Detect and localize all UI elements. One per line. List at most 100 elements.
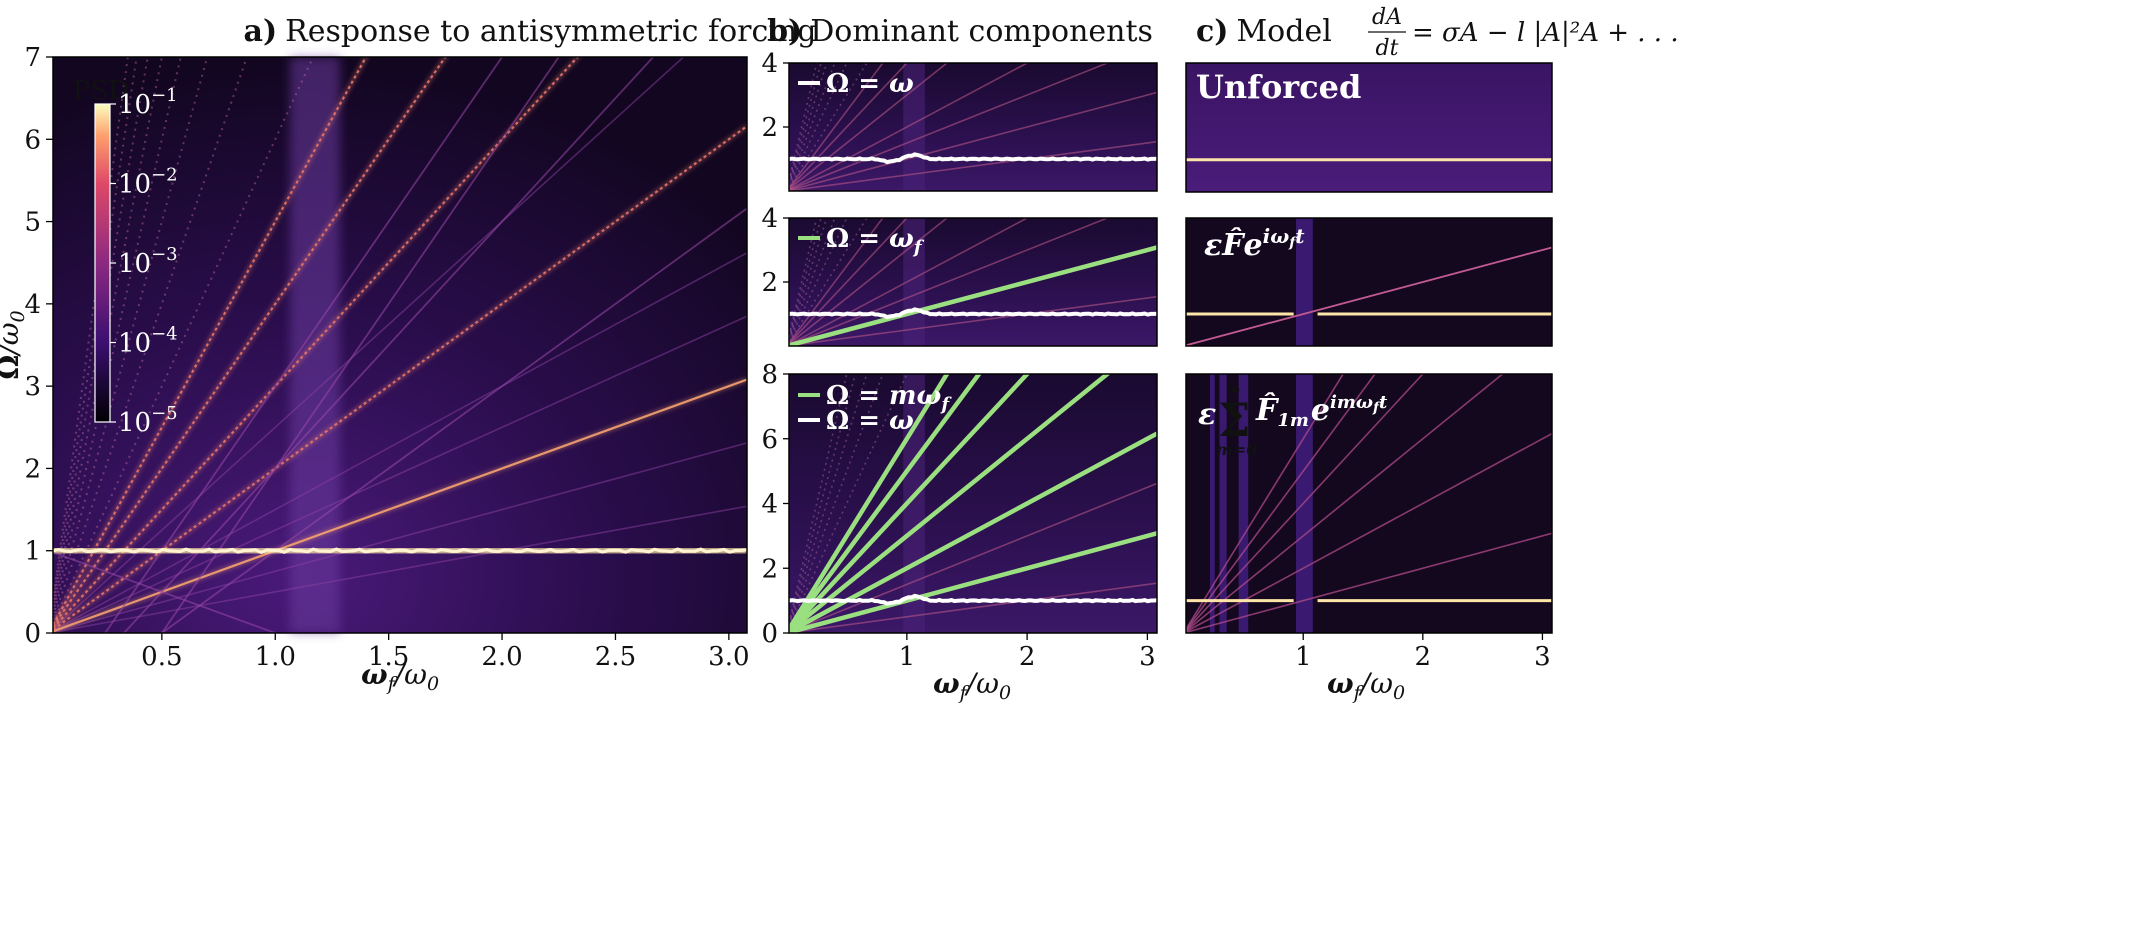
y-tick-label: 4 bbox=[24, 290, 41, 320]
y-tick-label: 6 bbox=[24, 125, 41, 155]
panel-b2-legend-label: Ω = ωf bbox=[826, 224, 925, 258]
panel-a-title-prefix: a) bbox=[244, 14, 278, 49]
x-tick-label: 2.5 bbox=[595, 642, 636, 672]
panel-a-marks bbox=[53, 57, 747, 633]
panel-b-x-ticks: 1 2 3 bbox=[899, 633, 1156, 672]
forcing-line bbox=[1186, 246, 1552, 346]
panel-c2-marks bbox=[1186, 218, 1552, 346]
colorbar-label: PSD bbox=[73, 76, 129, 106]
x-tick-label: 3 bbox=[1534, 642, 1551, 672]
single-forcing-label: εF̂eiωft bbox=[1204, 224, 1305, 263]
y-tick-label: 4 bbox=[761, 490, 778, 520]
multi-forcing-label: ε Σ ∞ m=0 F̂1meimωft bbox=[1198, 379, 1388, 459]
y-tick-label: 3 bbox=[24, 372, 41, 402]
background-harmonic-line bbox=[789, 91, 1157, 191]
harmonic-line bbox=[53, 125, 747, 631]
harmonic-line bbox=[1186, 374, 1424, 631]
colorbar: PSD 10−1 10−2 10−3 10−4 10−5 bbox=[73, 76, 178, 438]
x-tick-label: 0.5 bbox=[141, 642, 182, 672]
x-tick-label: 2.0 bbox=[481, 642, 522, 672]
harmonic-line-glow bbox=[53, 57, 448, 628]
panel-c-xlabel: ωf/ω0 bbox=[1327, 667, 1405, 704]
background-harmonic-line bbox=[789, 218, 884, 344]
faint-harmonic-line bbox=[53, 505, 747, 633]
panel-c3-frame bbox=[1185, 373, 1553, 634]
y-tick-label: 0 bbox=[761, 619, 778, 649]
background-harmonic-line bbox=[789, 63, 1110, 191]
panel-b-xlabel: ωf/ω0 bbox=[933, 667, 1011, 704]
background-harmonic-line bbox=[789, 218, 1110, 346]
green-harmonic-line bbox=[789, 374, 982, 632]
background-harmonic-line bbox=[789, 482, 1157, 633]
combination-tone-line bbox=[104, 57, 504, 633]
background-harmonic-line bbox=[789, 295, 1157, 346]
harmonic-line bbox=[1186, 374, 1504, 632]
panel-c-x-ticks: 1 2 3 bbox=[1295, 633, 1551, 672]
white-natural-frequency-line bbox=[789, 152, 1157, 165]
panel-b-title-prefix: b) bbox=[767, 14, 802, 49]
panel-c-title-prefix: c) bbox=[1196, 14, 1228, 49]
panel-b1-background bbox=[789, 63, 1157, 191]
green-harmonic-line bbox=[789, 374, 1031, 632]
x-tick-label: 1 bbox=[899, 642, 916, 672]
lock-in-band bbox=[1209, 374, 1215, 633]
green-harmonic-line bbox=[789, 531, 1157, 633]
panel-b-y-ticks: 2 4 2 4 0 2 4 6 8 bbox=[761, 49, 789, 649]
background-harmonic-line bbox=[789, 218, 949, 345]
y-tick-label: 2 bbox=[761, 268, 778, 298]
y-tick-label: 1 bbox=[24, 537, 41, 567]
multi-forcing-epsilon: ε bbox=[1198, 397, 1216, 432]
harmonic-line bbox=[53, 57, 580, 629]
panel-c2-background bbox=[1186, 218, 1552, 346]
background-harmonic-line bbox=[789, 63, 949, 190]
panel-b1-marks bbox=[789, 63, 1157, 191]
faint-harmonic-line bbox=[53, 252, 747, 632]
panel-b1-legend-label: Ω = ω bbox=[826, 69, 914, 99]
faint-harmonic-line bbox=[53, 442, 747, 633]
equation-numerator: dA bbox=[1372, 5, 1402, 30]
y-tick-label: 2 bbox=[761, 554, 778, 584]
faint-harmonic-line bbox=[53, 315, 747, 632]
harmonic-line bbox=[1186, 432, 1552, 633]
background-harmonic-line bbox=[789, 140, 1157, 191]
colorbar-tick-label: 10−3 bbox=[118, 244, 178, 279]
panel-c2-frame bbox=[1185, 217, 1553, 347]
combination-tone-line bbox=[122, 57, 655, 633]
panel-b2-background bbox=[789, 218, 1157, 346]
background-harmonic-line bbox=[789, 63, 908, 189]
sum-upper: ∞ bbox=[1226, 379, 1241, 400]
harmonic-line bbox=[1186, 374, 1376, 631]
panel-c3-marks bbox=[1186, 374, 1552, 633]
dotted-harmonic-line bbox=[53, 57, 209, 617]
colorbar-tick-label: 10−4 bbox=[118, 324, 178, 359]
panel-b3-background bbox=[789, 374, 1157, 633]
panel-a-ylabel: Ω/ω0 bbox=[0, 310, 29, 379]
background-dotted-line bbox=[789, 374, 908, 629]
multi-forcing-term: F̂1meimωft bbox=[1255, 392, 1388, 431]
panel-a-title-text: Response to antisymmetric forcing bbox=[285, 14, 816, 49]
equation-denominator: dt bbox=[1376, 36, 1399, 61]
x-tick-label: 2 bbox=[1019, 642, 1036, 672]
harmonic-line bbox=[53, 378, 747, 633]
green-forcing-line bbox=[789, 245, 1157, 346]
y-tick-label: 0 bbox=[24, 619, 41, 649]
combination-tone-line bbox=[53, 551, 278, 633]
combination-tone-line bbox=[160, 57, 560, 633]
panel-c1-frame bbox=[1185, 62, 1553, 193]
colorbar-gradient bbox=[94, 103, 111, 423]
panel-b3-legend-label-2: Ω = ω bbox=[826, 406, 914, 436]
colorbar-ticks: 10−1 10−2 10−3 10−4 10−5 bbox=[110, 85, 178, 438]
white-natural-frequency-line bbox=[789, 307, 1157, 320]
white-natural-frequency-line bbox=[789, 593, 1157, 606]
harmonic-line bbox=[1186, 374, 1345, 630]
x-tick-label: 2 bbox=[1415, 642, 1432, 672]
y-tick-label: 8 bbox=[761, 360, 778, 390]
lock-in-band bbox=[1296, 374, 1313, 633]
panel-c1-background bbox=[1186, 63, 1552, 192]
panel-a-frame bbox=[52, 56, 748, 634]
background-harmonic-line bbox=[789, 218, 908, 344]
sum-symbol: Σ bbox=[1218, 393, 1251, 447]
y-tick-label: 4 bbox=[761, 49, 778, 79]
panel-c-title-text: c) Model bbox=[1196, 14, 1332, 49]
